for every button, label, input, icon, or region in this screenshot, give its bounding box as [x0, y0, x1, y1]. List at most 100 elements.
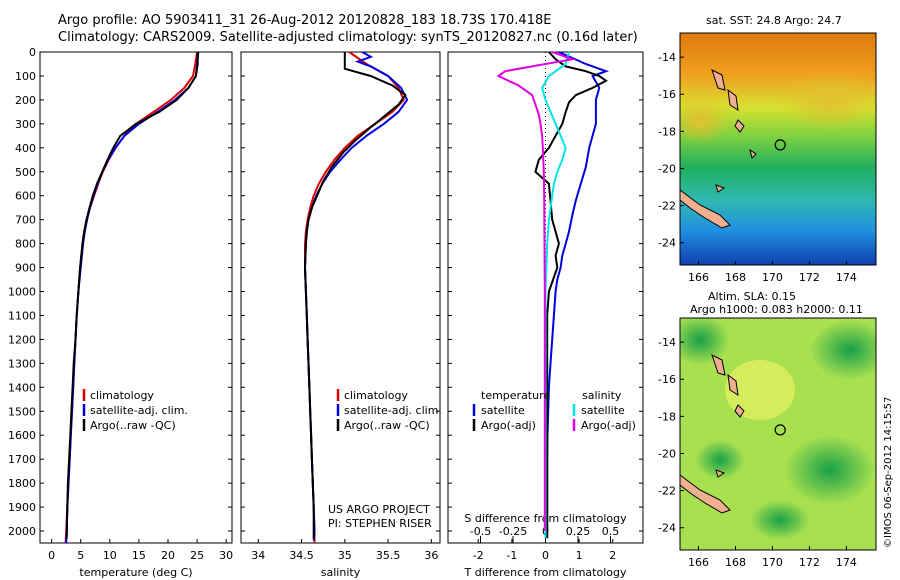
series-line-argo-adj-: [496, 51, 577, 531]
series-line-satellite-adj-clim-: [303, 51, 409, 541]
y-tick-label: 400: [15, 142, 36, 155]
argo-position-marker: [774, 139, 786, 151]
x-tick-label: 0: [542, 549, 549, 562]
y-tick-label: 700: [15, 214, 36, 227]
island-landmass: [734, 404, 745, 418]
island-landmass: [711, 354, 726, 376]
sla-low-patch: [725, 360, 795, 420]
salinity-frame: [240, 51, 441, 544]
legend-label-argo: Argo(..raw -QC): [344, 419, 430, 432]
y-tick-label: 1800: [8, 477, 36, 490]
y-tick-label: 1900: [8, 501, 36, 514]
top-x-tick-label: -0.5: [470, 525, 491, 538]
figure-title-line2: Climatology: CARS2009. Satellite-adjuste…: [58, 30, 638, 45]
island-landmass: [711, 69, 726, 91]
map-y-tick-label: -22: [658, 200, 676, 213]
y-tick-label: 100: [15, 70, 36, 83]
x-tick-label: 30: [219, 549, 233, 562]
imos-credit: ©IMOS 06-Sep-2012 14:15:57: [883, 397, 894, 548]
map-y-tick-label: -16: [658, 373, 676, 386]
sla-map-frame: [679, 317, 877, 551]
island-landmass: [680, 189, 731, 229]
island-landmass: [727, 373, 739, 396]
x-tick-label: -1: [506, 549, 517, 562]
x-tick-label: 34: [251, 549, 265, 562]
sla-map-title-line1: Altim. SLA: 0.15: [708, 290, 796, 303]
map-y-tick-label: -14: [658, 336, 676, 349]
x-tick-label: 35: [338, 549, 352, 562]
y-tick-label: 900: [15, 262, 36, 275]
legend-label-satellite: satellite-adj. clim.: [90, 404, 188, 417]
sla-high-patch: [810, 320, 876, 380]
series-line-climatology: [64, 51, 199, 544]
series-line-climatology: [304, 51, 405, 543]
y-tick-label: 1300: [8, 357, 36, 370]
legend-label-sal-argo: Argo(-adj): [581, 419, 636, 432]
legend-label-sal-satellite: satellite: [581, 404, 625, 417]
map-x-tick-label: 174: [836, 271, 857, 284]
y-tick-label: 600: [15, 190, 36, 203]
sla-high-patch: [680, 318, 730, 365]
argo-position-marker: [774, 424, 786, 436]
legend-label-climatology: climatology: [90, 389, 154, 402]
map-y-tick-label: -24: [658, 237, 676, 250]
y-tick-label: 1500: [8, 405, 36, 418]
y-tick-label: 1000: [8, 286, 36, 299]
temperature-frame: [39, 51, 233, 544]
top-x-tick-label: -0.25: [499, 525, 527, 538]
temperature-legend: climatology satellite-adj. clim. Argo(..…: [82, 389, 188, 432]
sst-map-frame: [679, 32, 877, 266]
map-x-tick-label: 174: [836, 556, 857, 569]
sla-map-title-line2: Argo h1000: 0.083 h2000: 0.11: [690, 303, 863, 316]
legend-title-temperature: temperature: [481, 389, 550, 402]
y-tick-label: 1700: [8, 453, 36, 466]
map-y-tick-label: -18: [658, 410, 676, 423]
y-tick-label: 1600: [8, 429, 36, 442]
x-axis-label: T difference from climatology: [464, 566, 627, 579]
sla-high-patch: [695, 440, 745, 480]
project-credit-line2: PI: STEPHEN RISER: [328, 517, 432, 530]
x-tick-label: 20: [161, 549, 175, 562]
sla-map: [680, 318, 876, 550]
x-tick-label: 5: [77, 549, 84, 562]
x-tick-label: 2: [609, 549, 616, 562]
x-axis-label: temperature (deg C): [79, 566, 192, 579]
legend-label-climatology: climatology: [344, 389, 408, 402]
map-y-tick-label: -18: [658, 125, 676, 138]
sst-map-axes: 166 168 170 172 174 -14 -16 -18 -20 -22 -24: [658, 51, 857, 284]
map-y-tick-label: -24: [658, 522, 676, 535]
map-y-tick-label: -16: [658, 88, 676, 101]
y-tick-label: 2000: [8, 525, 36, 538]
x-tick-label: 35.5: [376, 549, 401, 562]
difference-panel: -2 -1 0 1 2 T difference from climatology -0.5…: [447, 51, 644, 579]
island-landmass: [715, 469, 726, 478]
y-tick-label: 800: [15, 238, 36, 251]
figure-title-line1: Argo profile: AO 5903411_31 26-Aug-2012 …: [58, 13, 551, 28]
x-tick-label: 15: [132, 549, 146, 562]
y-tick-label: 200: [15, 94, 36, 107]
map-x-tick-label: 168: [725, 271, 746, 284]
sst-map-title: sat. SST: 24.8 Argo: 24.7: [706, 14, 842, 27]
x-tick-label: -2: [473, 549, 484, 562]
series-line-argo-raw-qc-: [303, 52, 407, 539]
salinity-panel: 34 34.5 35 35.5 36 salinity: [240, 51, 441, 579]
x-tick-label: 25: [190, 549, 204, 562]
x-axis-label: salinity: [321, 566, 361, 579]
x-tick-label: 1: [576, 549, 583, 562]
y-tick-label: 0: [29, 46, 36, 59]
map-x-tick-label: 170: [762, 556, 783, 569]
legend-label-temp-argo: Argo(-adj): [481, 419, 536, 432]
sst-warm-patch: [680, 95, 730, 145]
island-landmass: [680, 474, 731, 514]
map-y-tick-label: -20: [658, 447, 676, 460]
sla-high-patch: [750, 500, 810, 540]
map-y-tick-label: -14: [658, 51, 676, 64]
legend-title-salinity: salinity: [582, 389, 622, 402]
top-x-tick-label: 0.25: [566, 525, 591, 538]
map-x-tick-label: 166: [688, 556, 709, 569]
y-tick-label: 500: [15, 166, 36, 179]
y-tick-label: 1400: [8, 381, 36, 394]
x-tick-label: 0: [48, 549, 55, 562]
legend-label-temp-satellite: satellite: [481, 404, 525, 417]
map-x-tick-label: 166: [688, 271, 709, 284]
